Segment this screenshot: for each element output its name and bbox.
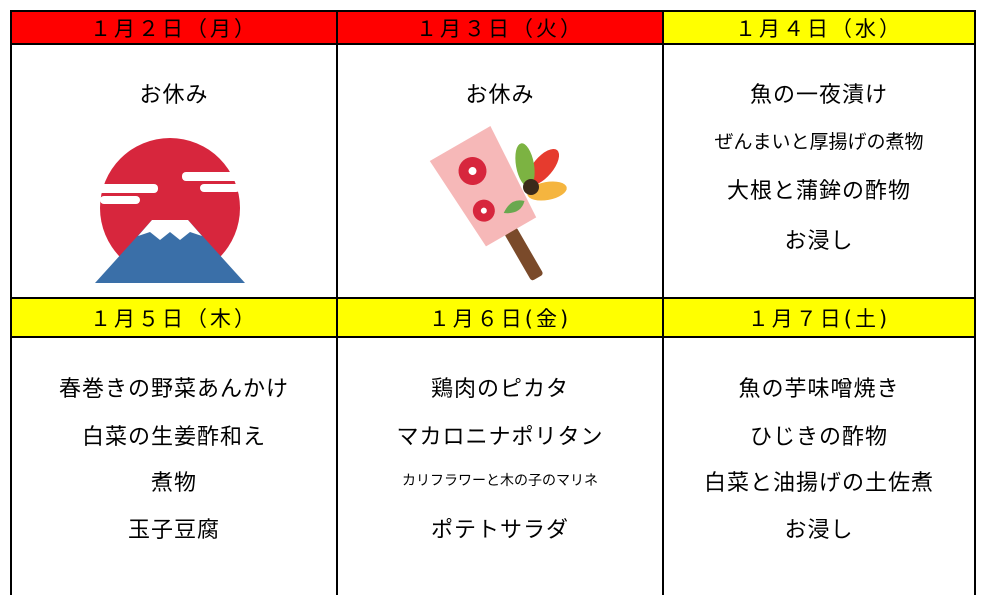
menu-item: 玉子豆腐 bbox=[127, 518, 220, 543]
menu-item: ひじきの酢物 bbox=[749, 425, 888, 450]
menu-item: マカロニナポリタン bbox=[396, 425, 604, 450]
day-header: １月２日（月） bbox=[10, 10, 338, 45]
menu-item: お浸し bbox=[784, 229, 854, 254]
menu-item: 春巻きの野菜あんかけ bbox=[58, 377, 289, 402]
menu-item: 白菜と油揚げの土佐煮 bbox=[703, 471, 934, 496]
menu-item: お浸し bbox=[784, 518, 854, 543]
menu-item: 大根と蒲鉾の酢物 bbox=[726, 179, 911, 204]
day-header: １月７日(土) bbox=[662, 297, 976, 338]
menu-item: 鶏肉のピカタ bbox=[430, 377, 569, 402]
menu-item: お休み bbox=[465, 83, 535, 108]
menu-item: ぜんまいと厚揚げの煮物 bbox=[714, 131, 924, 153]
day-header: １月６日(金) bbox=[336, 297, 664, 338]
menu-item: 魚の芋味噌焼き bbox=[738, 377, 900, 402]
day-header: １月５日（木） bbox=[10, 297, 338, 338]
hagoita-illustration bbox=[429, 126, 567, 281]
menu-item: カリフラワーと木の子のマリネ bbox=[402, 473, 598, 489]
menu-item: お休み bbox=[139, 83, 209, 108]
day-cell: 魚の芋味噌焼き ひじきの酢物 白菜と油揚げの土佐煮 お浸し bbox=[662, 338, 976, 595]
day-header: １月４日（水） bbox=[662, 10, 976, 45]
menu-item: ポテトサラダ bbox=[430, 518, 569, 543]
menu-item: 煮物 bbox=[150, 471, 197, 496]
day-header: １月３日（火） bbox=[336, 10, 664, 45]
day-cell: 春巻きの野菜あんかけ 白菜の生姜酢和え 煮物 玉子豆腐 bbox=[10, 338, 338, 595]
menu-item: 魚の一夜漬け bbox=[749, 83, 888, 108]
menu-item: 白菜の生姜酢和え bbox=[81, 425, 266, 450]
day-cell: 鶏肉のピカタ マカロニナポリタン カリフラワーと木の子のマリネ ポテトサラダ bbox=[336, 338, 664, 595]
fuji-illustration bbox=[90, 138, 248, 283]
day-cell: 魚の一夜漬け ぜんまいと厚揚げの煮物 大根と蒲鉾の酢物 お浸し bbox=[662, 45, 976, 299]
